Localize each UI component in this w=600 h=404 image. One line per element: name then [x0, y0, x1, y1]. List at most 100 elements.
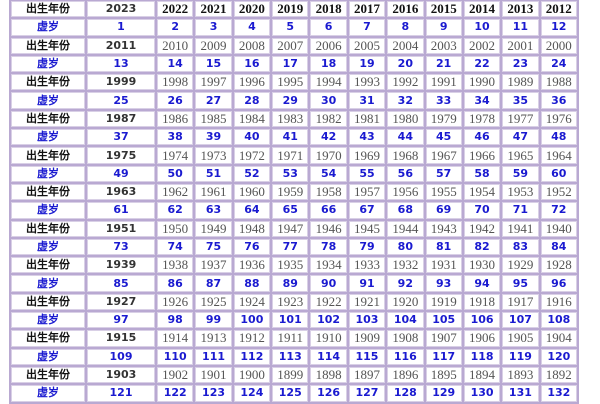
birth-year-row: 出生年份 1939 1938 1937 1936 1935 1934 1933 1932 1931…: [11, 257, 577, 274]
birth-year-row: 出生年份 2023 2022 2021 2020 2019 2018 2017 2016 2015…: [11, 1, 577, 18]
birth-year-cell: 1907: [425, 330, 462, 347]
birth-year-cell: 1930: [463, 257, 501, 274]
nominal-age-cell: 114: [310, 348, 347, 365]
nominal-age-cell: 82: [463, 238, 501, 256]
birth-year-cell: 1900: [233, 366, 271, 384]
birth-year-cell: 1981: [348, 110, 386, 128]
nominal-age-cell: 98: [157, 312, 194, 329]
birth-year-cell: 1908: [387, 330, 424, 347]
birth-year-cell: 1929: [502, 257, 539, 274]
birth-year-cell: 1931: [425, 257, 462, 274]
nominal-age-row: 虚岁 49 50 51 52 53 54 55 56 57 58 59 60: [11, 165, 577, 182]
birth-year-cell: 1913: [195, 330, 232, 347]
nominal-age-cell: 47: [502, 129, 539, 146]
nominal-age-cell: 123: [195, 385, 232, 402]
nominal-age-cell: 73: [87, 238, 155, 256]
birth-year-cell: 1919: [425, 293, 462, 311]
nominal-age-cell: 29: [272, 92, 309, 109]
nominal-age-cell: 51: [195, 165, 232, 182]
birth-year-cell: 2003: [425, 37, 462, 54]
birth-year-cell: 1938: [157, 257, 194, 274]
birth-year-row: 出生年份 1987 1986 1985 1984 1983 1982 1981 1980 1979…: [11, 110, 577, 128]
nominal-age-row: 虚岁 1 2 3 4 5 6 7 8 9 10 11 12: [11, 19, 577, 36]
nominal-age-cell: 91: [348, 275, 386, 292]
birth-year-row: 出生年份 1927 1926 1925 1924 1923 1922 1921 1920 1919…: [11, 293, 577, 311]
birth-year-cell: 1951: [87, 220, 155, 237]
nominal-age-cell: 101: [272, 312, 309, 329]
nominal-age-cell: 103: [348, 312, 386, 329]
nominal-age-cell: 61: [87, 202, 155, 219]
nominal-age-cell: 26: [157, 92, 194, 109]
birth-year-cell: 1998: [157, 74, 194, 91]
birth-year-cell: 2015: [425, 1, 462, 18]
nominal-age-cell: 122: [157, 385, 194, 402]
nominal-age-cell: 77: [272, 238, 309, 256]
nominal-age-label: 虚岁: [11, 275, 85, 292]
nominal-age-cell: 53: [272, 165, 309, 182]
nominal-age-cell: 117: [425, 348, 462, 365]
birth-year-cell: 1993: [348, 74, 386, 91]
birth-year-cell: 1966: [463, 147, 501, 164]
birth-year-cell: 2016: [387, 1, 424, 18]
nominal-age-cell: 32: [387, 92, 424, 109]
birth-year-cell: 2000: [540, 37, 577, 54]
nominal-age-cell: 81: [425, 238, 462, 256]
nominal-age-cell: 36: [540, 92, 577, 109]
birth-year-row: 出生年份 1975 1974 1973 1972 1971 1970 1969 1968 1967…: [11, 147, 577, 164]
nominal-age-cell: 19: [348, 55, 386, 73]
nominal-age-label: 虚岁: [11, 385, 85, 402]
birth-year-cell: 2020: [233, 1, 271, 18]
birth-year-cell: 1944: [387, 220, 424, 237]
nominal-age-cell: 57: [425, 165, 462, 182]
birth-year-cell: 1995: [272, 74, 309, 91]
nominal-age-cell: 7: [348, 19, 386, 36]
birth-year-cell: 2013: [502, 1, 539, 18]
birth-year-cell: 1924: [233, 293, 271, 311]
nominal-age-cell: 28: [233, 92, 271, 109]
birth-year-cell: 1950: [157, 220, 194, 237]
nominal-age-cell: 14: [157, 55, 194, 73]
birth-year-cell: 1892: [540, 366, 577, 384]
nominal-age-cell: 89: [272, 275, 309, 292]
nominal-age-cell: 97: [87, 312, 155, 329]
nominal-age-cell: 127: [348, 385, 386, 402]
birth-year-cell: 1920: [387, 293, 424, 311]
birth-year-cell: 2001: [502, 37, 539, 54]
birth-year-cell: 1893: [502, 366, 539, 384]
nominal-age-cell: 75: [195, 238, 232, 256]
nominal-age-cell: 9: [425, 19, 462, 36]
nominal-age-cell: 21: [425, 55, 462, 73]
nominal-age-row: 虚岁 73 74 75 76 77 78 79 80 81 82 83 84: [11, 238, 577, 256]
nominal-age-cell: 84: [540, 238, 577, 256]
nominal-age-cell: 115: [348, 348, 386, 365]
birth-year-cell: 1961: [195, 183, 232, 201]
birth-year-cell: 1923: [272, 293, 309, 311]
nominal-age-cell: 124: [233, 385, 271, 402]
birth-year-cell: 2019: [272, 1, 309, 18]
nominal-age-cell: 93: [425, 275, 462, 292]
nominal-age-cell: 106: [463, 312, 501, 329]
birth-year-cell: 1904: [540, 330, 577, 347]
nominal-age-cell: 46: [463, 129, 501, 146]
nominal-age-cell: 87: [195, 275, 232, 292]
birth-year-cell: 1946: [310, 220, 347, 237]
nominal-age-cell: 55: [348, 165, 386, 182]
nominal-age-cell: 30: [310, 92, 347, 109]
nominal-age-cell: 80: [387, 238, 424, 256]
birth-year-cell: 1905: [502, 330, 539, 347]
nominal-age-cell: 71: [502, 202, 539, 219]
nominal-age-cell: 67: [348, 202, 386, 219]
birth-year-cell: 1895: [425, 366, 462, 384]
nominal-age-cell: 88: [233, 275, 271, 292]
birth-year-cell: 2014: [463, 1, 501, 18]
nominal-age-cell: 60: [540, 165, 577, 182]
nominal-age-cell: 35: [502, 92, 539, 109]
birth-year-cell: 1968: [387, 147, 424, 164]
birth-year-cell: 1954: [463, 183, 501, 201]
birth-year-cell: 1941: [502, 220, 539, 237]
nominal-age-label: 虚岁: [11, 55, 85, 73]
birth-year-cell: 1965: [502, 147, 539, 164]
birth-year-cell: 2011: [87, 37, 155, 54]
nominal-age-cell: 107: [502, 312, 539, 329]
birth-year-cell: 1996: [233, 74, 271, 91]
